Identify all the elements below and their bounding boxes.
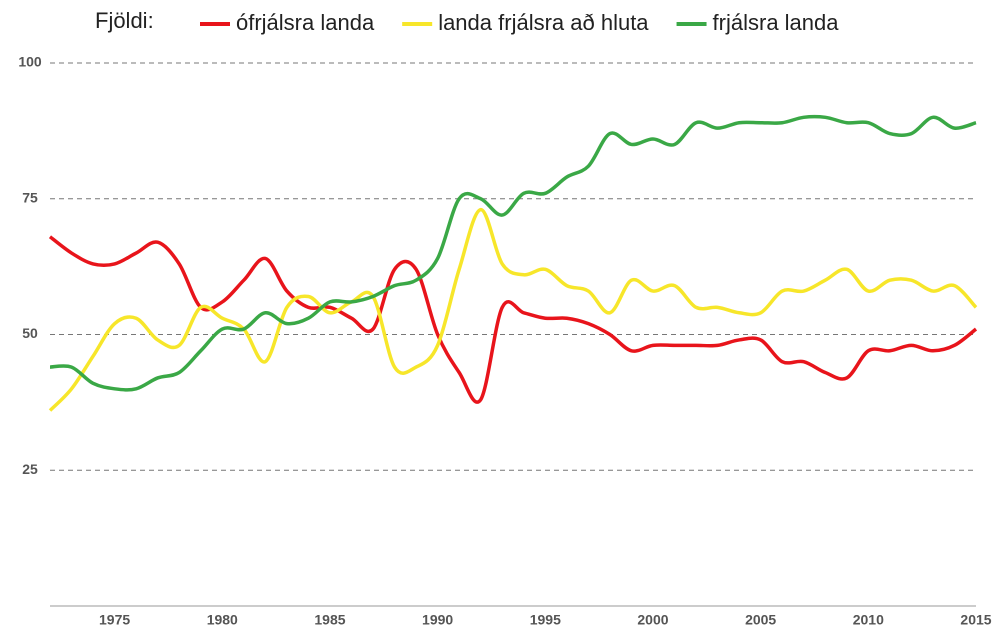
- x-tick-label: 1985: [314, 612, 345, 628]
- x-tick-label: 2005: [745, 612, 776, 628]
- legend-label: landa frjálsra að hluta: [438, 10, 649, 35]
- y-tick-label: 100: [18, 54, 42, 70]
- y-tick-label: 50: [22, 325, 38, 341]
- legend-label: ófrjálsra landa: [236, 10, 375, 35]
- x-tick-label: 2000: [637, 612, 668, 628]
- series-line: [49, 114, 977, 392]
- x-tick-label: 2010: [853, 612, 884, 628]
- legend-title: Fjöldi:: [95, 8, 154, 33]
- y-tick-label: 75: [22, 189, 38, 205]
- x-tick-label: 1990: [422, 612, 453, 628]
- x-tick-label: 1975: [99, 612, 130, 628]
- x-tick-label: 1995: [530, 612, 561, 628]
- x-tick-label: 2015: [960, 612, 991, 628]
- x-tick-label: 1980: [207, 612, 238, 628]
- y-tick-label: 25: [22, 461, 38, 477]
- series-line: [48, 207, 978, 412]
- legend-label: frjálsra landa: [713, 10, 840, 35]
- series-line: [48, 235, 978, 404]
